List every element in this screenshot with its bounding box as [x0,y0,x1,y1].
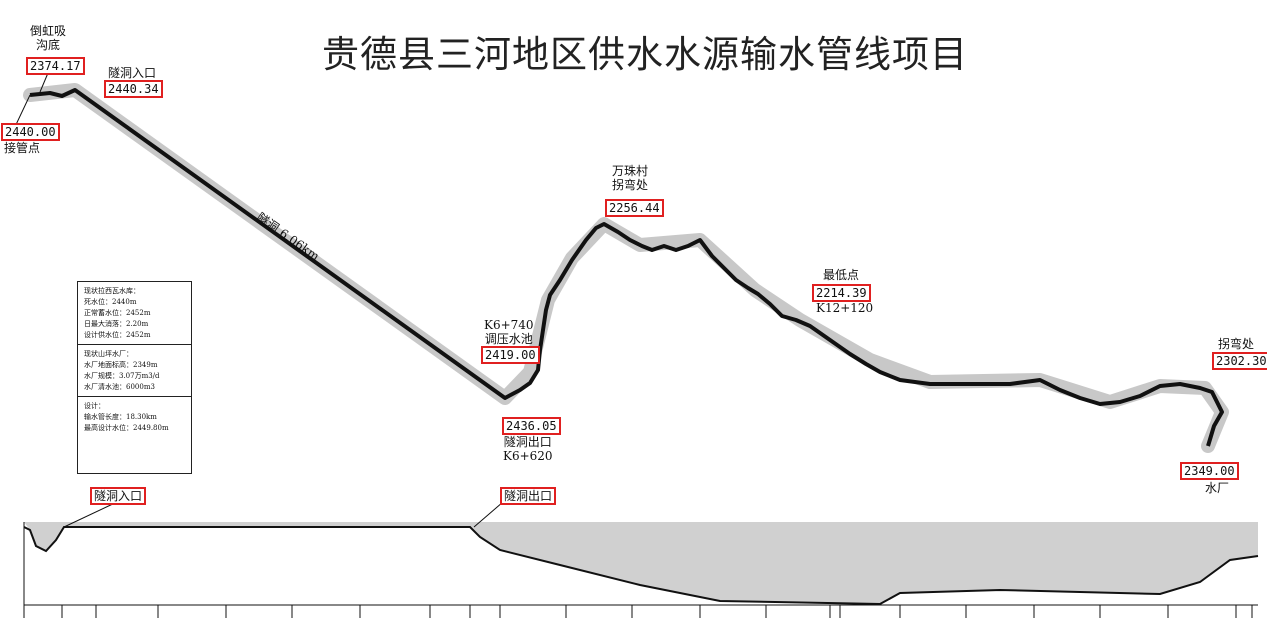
tunnel-out-label: 隧洞出口 K6+620 [503,435,553,463]
profile-tunnel-in: 隧洞入口 [90,487,147,505]
join-elevation: 2440.00 [1,123,60,141]
ground-profile-line [23,526,1259,606]
tunnel-in-label: 隧洞入口 [108,66,157,80]
bend-label: 拐弯处 [1218,337,1255,351]
route-corridor [23,83,1229,453]
siphon-elevation: 2374.17 [26,57,85,75]
legend-reservoir: 现状拉西瓦水库： 死水位：2440m 正常蓄水位：2452m 日最大消落：2.2… [78,282,191,345]
legend-plant: 现状山坪水厂： 水厂地面标高：2349m 水厂规模：3.07万m3/d 水厂清水… [78,345,191,397]
profile-tunnel-out: 隧洞出口 [500,487,557,505]
ground-profile-area [24,522,1258,605]
wanzhu-elevation: 2256.44 [605,199,664,217]
lowest-elevation: 2214.39 [812,284,871,302]
wanzhu-label: 万珠村 拐弯处 [612,164,649,192]
siphon-label: 倒虹吸 沟底 [30,24,67,52]
plant-label: 水厂 [1205,481,1230,495]
siphon-leader [39,72,49,93]
tunnel-out-elevation: 2436.05 [502,417,561,435]
tank-elevation: 2419.00 [481,346,540,364]
pipeline-route [29,88,1224,447]
legend-design: 设计： 输水管长度：18.30km 最高设计水位：2449.80m [84,402,169,432]
join-label: 接管点 [4,141,41,155]
tunnel-in-elevation: 2440.34 [104,80,163,98]
lowest-label: 最低点 [823,268,860,282]
plant-elevation: 2349.00 [1180,462,1239,480]
profile-ticks [23,605,1253,618]
legend-box: 现状拉西瓦水库： 死水位：2440m 正常蓄水位：2452m 日最大消落：2.2… [77,281,192,474]
bend-elevation: 2302.30 [1212,352,1267,370]
lowest-station: K12+120 [816,301,874,315]
tank-label: K6+740 调压水池 [484,318,534,346]
map-title: 贵德县三河地区供水水源输水管线项目 [322,33,968,76]
